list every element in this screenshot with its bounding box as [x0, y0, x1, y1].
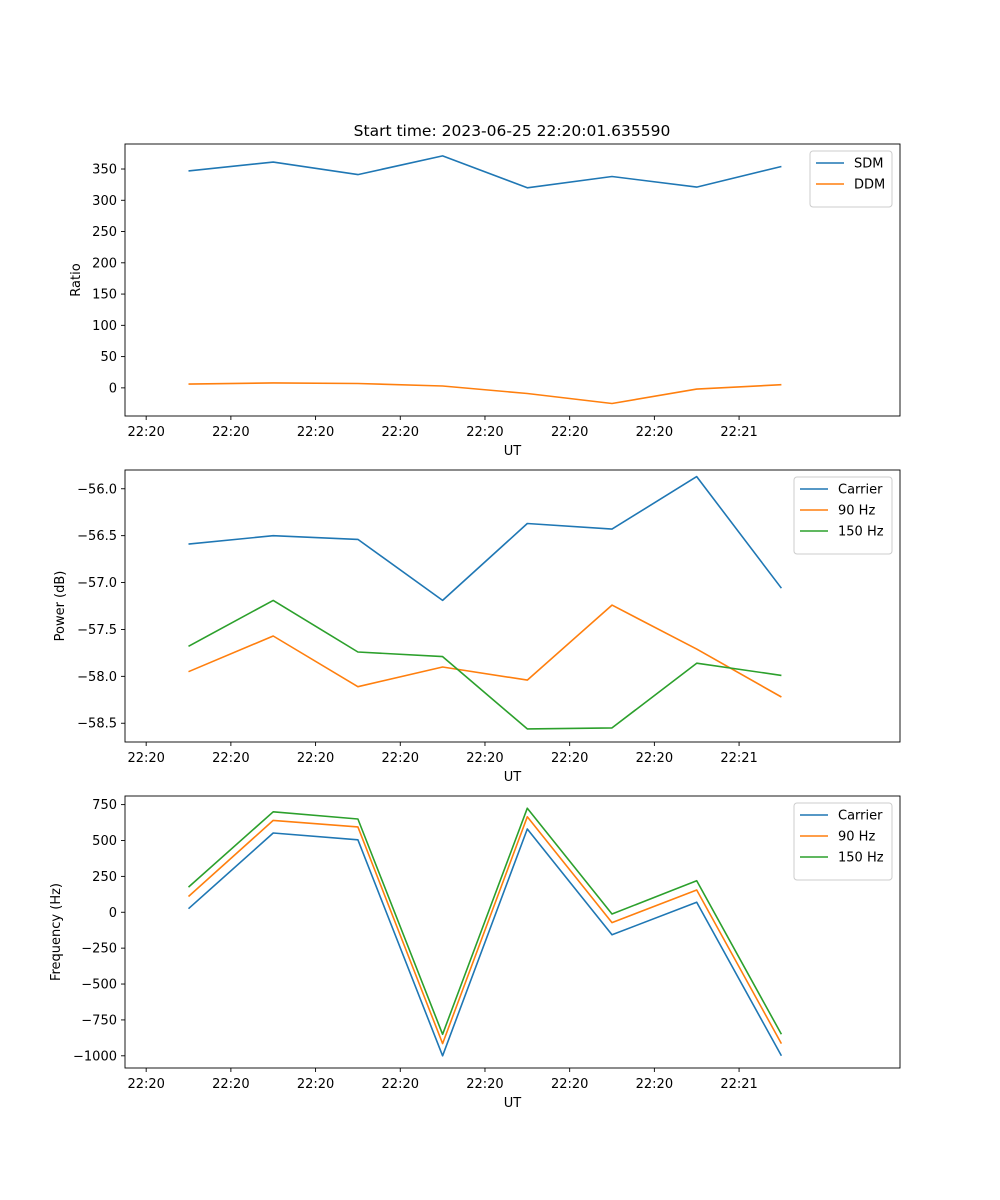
- legend: SDM DDM: [809, 150, 893, 208]
- x-tick-label: 22:20: [551, 425, 588, 440]
- x-tick-label: 22:20: [212, 1077, 249, 1092]
- y-tick-label: 100: [92, 319, 117, 334]
- x-tick-label: 22:20: [297, 1077, 334, 1092]
- y-tick-label: 500: [92, 834, 117, 849]
- chart-panel-2: 22:20 22:20 22:20 22:20 22:20 22:20 22:20 22:21…: [53, 469, 901, 785]
- legend-entry: 90 Hz: [838, 504, 875, 519]
- legend-entry: Carrier: [838, 483, 883, 498]
- x-tick-label: 22:20: [551, 1077, 588, 1092]
- x-tick-label: 22:20: [382, 751, 419, 766]
- series-line-90-hz: [188, 604, 782, 698]
- legend-entry: Carrier: [838, 809, 883, 824]
- y-tick-label: 250: [92, 870, 117, 885]
- legend-box: [793, 802, 893, 881]
- x-tick-label: 22:20: [466, 425, 503, 440]
- x-axis-label: UT: [504, 1096, 522, 1111]
- legend-entry: 90 Hz: [838, 830, 875, 845]
- legend: Carrier 90 Hz 150 Hz: [793, 476, 893, 555]
- legend-entry: DDM: [854, 178, 885, 193]
- y-tick-label: 350: [92, 163, 117, 178]
- y-tick-label: 250: [92, 225, 117, 240]
- legend: Carrier 90 Hz 150 Hz: [793, 802, 893, 881]
- x-tick-label: 22:20: [551, 751, 588, 766]
- legend-entry: 150 Hz: [838, 525, 884, 540]
- legend-entry: 150 Hz: [838, 851, 884, 866]
- x-tick-label: 22:21: [720, 425, 757, 440]
- x-tick-label: 22:20: [212, 751, 249, 766]
- y-tick-label: 50: [100, 350, 117, 365]
- x-tick-label: 22:20: [636, 425, 673, 440]
- y-tick-label: −500: [81, 978, 117, 993]
- y-tick-label: −58.5: [77, 717, 117, 732]
- y-tick-label: 300: [92, 194, 117, 209]
- x-tick-label: 22:20: [636, 751, 673, 766]
- y-tick-label: −750: [81, 1013, 117, 1028]
- y-tick-label: −56.5: [77, 529, 117, 544]
- x-tick-label: 22:20: [466, 751, 503, 766]
- plot-frame: [124, 143, 901, 417]
- x-axis-label: UT: [504, 770, 522, 785]
- x-tick-label: 22:20: [212, 425, 249, 440]
- x-tick-label: 22:20: [127, 1077, 164, 1092]
- legend-entry: SDM: [854, 157, 883, 172]
- series-line-90-hz: [187, 815, 783, 1045]
- y-tick-label: 200: [92, 256, 117, 271]
- series-line-150-hz: [188, 599, 782, 730]
- legend-box: [809, 150, 893, 208]
- x-tick-label: 22:20: [382, 1077, 419, 1092]
- y-tick-label: −250: [81, 942, 117, 957]
- plot-frame: [124, 795, 901, 1069]
- figure-title: Start time: 2023-06-25 22:20:01.635590: [354, 122, 671, 140]
- panels: 22:20 22:20 22:20 22:20 22:20 22:20 22:20 22:21…: [49, 143, 901, 1111]
- y-axis-label: Ratio: [69, 263, 84, 296]
- x-tick-label: 22:20: [127, 751, 164, 766]
- x-axis-label: UT: [504, 444, 522, 459]
- y-axis-label: Power (dB): [53, 571, 68, 642]
- series-line-carrier: [188, 475, 783, 602]
- y-axis-label: Frequency (Hz): [49, 883, 64, 981]
- y-tick-label: −56.0: [77, 482, 117, 497]
- x-tick-label: 22:20: [297, 751, 334, 766]
- series-line-150-hz: [187, 807, 783, 1036]
- x-tick-label: 22:20: [466, 1077, 503, 1092]
- series-line-ddm: [188, 382, 782, 405]
- series-line-sdm: [188, 155, 782, 189]
- x-tick-label: 22:20: [297, 425, 334, 440]
- x-tick-label: 22:20: [127, 425, 164, 440]
- x-tick-label: 22:21: [720, 1077, 757, 1092]
- y-tick-label: −57.5: [77, 623, 117, 638]
- chart-panel-1: 22:20 22:20 22:20 22:20 22:20 22:20 22:20 22:21…: [69, 143, 901, 459]
- y-tick-label: −57.0: [77, 576, 117, 591]
- y-tick-label: 0: [109, 381, 117, 396]
- x-tick-label: 22:20: [636, 1077, 673, 1092]
- x-tick-label: 22:20: [382, 425, 419, 440]
- series-line-carrier: [187, 828, 783, 1057]
- y-tick-label: −1000: [73, 1049, 117, 1064]
- plot-frame: [124, 469, 901, 743]
- legend-box: [793, 476, 893, 555]
- y-tick-label: 750: [92, 798, 117, 813]
- x-tick-label: 22:21: [720, 751, 757, 766]
- chart-panel-3: 22:20 22:20 22:20 22:20 22:20 22:20 22:20 22:21…: [49, 795, 901, 1111]
- y-tick-label: 150: [92, 288, 117, 303]
- y-tick-label: 0: [109, 906, 117, 921]
- y-tick-label: −58.0: [77, 670, 117, 685]
